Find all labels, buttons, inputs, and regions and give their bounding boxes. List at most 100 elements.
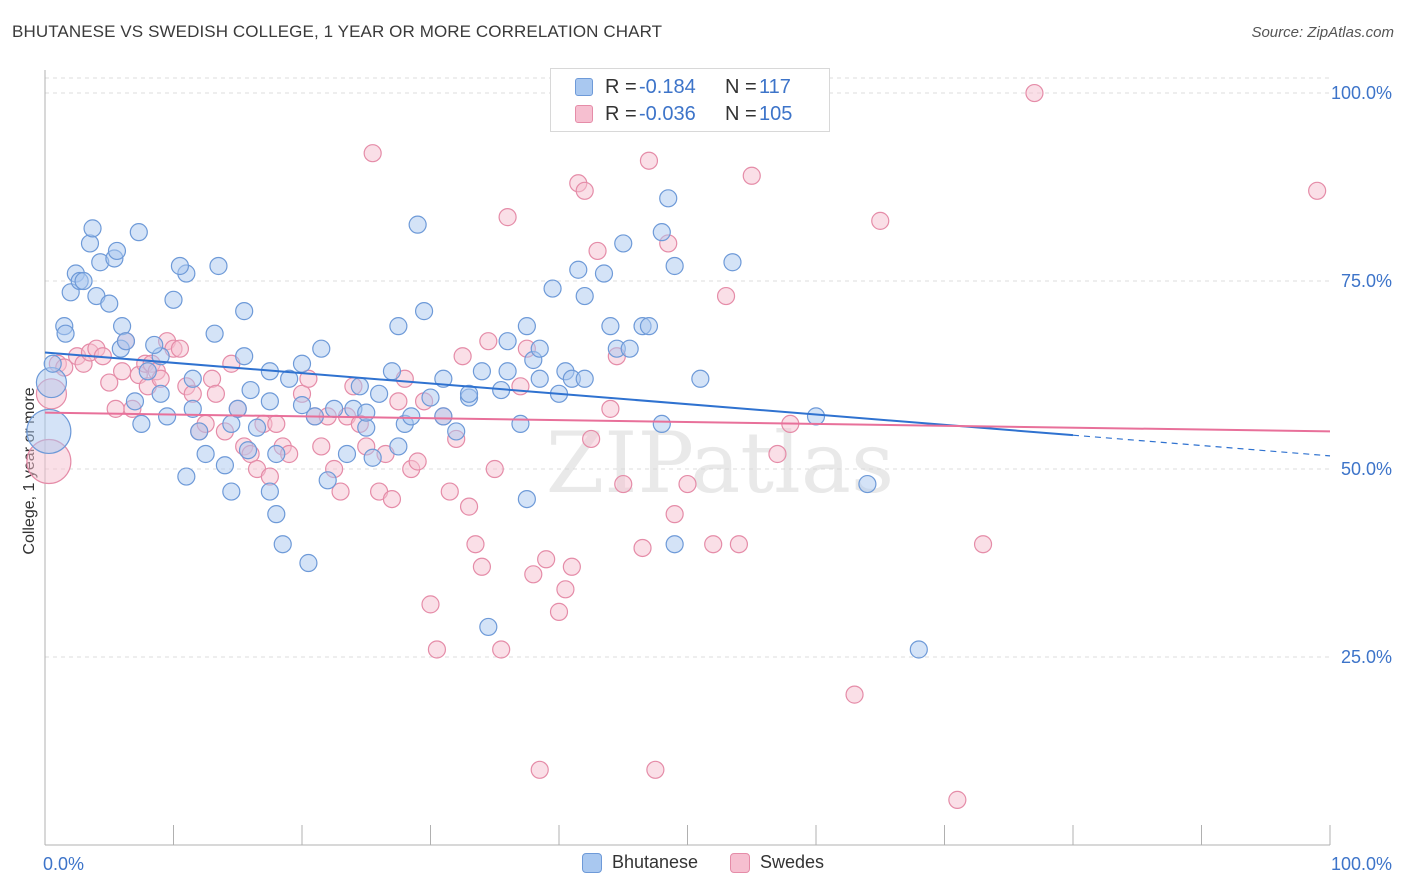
bhutanese-point	[241, 380, 260, 400]
bhutanese-point	[215, 456, 234, 475]
swedes-point	[575, 181, 594, 200]
bhutanese-point	[337, 444, 357, 464]
bhutanese-point	[498, 362, 517, 381]
bhutanese-point	[267, 444, 286, 464]
bhutanese-trend-extension	[1072, 434, 1331, 457]
bhutanese-point	[665, 256, 684, 276]
legend-item-bhutanese[interactable]: Bhutanese	[581, 852, 699, 873]
bhutanese-point	[299, 553, 318, 573]
swedes-point	[206, 384, 226, 403]
swedes-point	[363, 144, 382, 163]
swedes-point	[633, 538, 652, 558]
swedes-point	[492, 640, 511, 659]
legend-label: Swedes	[760, 852, 825, 872]
bhutanese-point	[723, 253, 742, 272]
bhutanese-point	[107, 241, 127, 261]
bhutanese-point	[389, 437, 408, 456]
swedes-point	[646, 760, 665, 779]
bhutanese-point	[530, 369, 549, 388]
bhutanese-point	[370, 384, 389, 403]
n-value: 105	[759, 102, 793, 125]
n-label: N =	[725, 75, 757, 98]
swedes-point	[614, 474, 633, 494]
r-value: -0.184	[639, 75, 696, 98]
legend-row-swedes: R = -0.036 N = 105	[575, 102, 792, 126]
bhutanese-point	[652, 414, 671, 434]
tick-labels: 25.0% 50.0% 75.0% 100.0% 0.0% 100.0%	[43, 83, 1392, 874]
bhutanese-point	[459, 384, 479, 403]
swedes-point	[562, 557, 581, 576]
bhutanese-point	[238, 441, 258, 460]
n-value: 117	[759, 75, 791, 98]
bhutanese-point	[575, 369, 594, 388]
bhutanese-point	[196, 444, 215, 464]
swedes-point	[601, 399, 620, 418]
r-label: R =	[605, 102, 637, 125]
bhutanese-point	[205, 324, 224, 343]
bhutanese-point	[222, 482, 241, 501]
legend-label: Bhutanese	[611, 852, 699, 872]
swedes-point	[112, 362, 132, 381]
series-legend: Bhutanese Swedes	[0, 852, 1406, 873]
bhutanese-point	[806, 407, 826, 426]
bhutanese-point	[209, 256, 228, 276]
swedes-point	[948, 790, 967, 809]
bhutanese-point	[235, 347, 254, 366]
bhutanese-point	[517, 489, 536, 509]
swedes-point	[582, 429, 601, 449]
bhutanese-swatch	[581, 852, 602, 873]
swedes-point	[106, 399, 125, 418]
swedes-point	[459, 497, 479, 516]
swedes-point	[678, 474, 697, 494]
swedes-point	[639, 151, 659, 170]
correlation-legend: R = -0.184 N = 117 R = -0.036 N = 105	[550, 68, 830, 132]
swedes-swatch	[575, 105, 593, 123]
bhutanese-point	[151, 384, 170, 403]
swedes-point	[408, 452, 427, 471]
chart-title: BHUTANESE VS SWEDISH COLLEGE, 1 YEAR OR …	[12, 22, 663, 41]
bhutanese-point	[170, 256, 190, 276]
x-tick-label: 0.0%	[43, 854, 84, 874]
bhutanese-point	[639, 317, 659, 336]
bhutanese-point	[177, 467, 196, 486]
swedes-point	[845, 685, 864, 704]
trend-lines	[44, 351, 1331, 457]
swedes-point	[716, 286, 736, 306]
bhutanese-point	[363, 448, 382, 467]
bhutanese-point	[129, 223, 148, 242]
swedes-point	[421, 595, 440, 614]
bhutanese-point	[691, 369, 710, 388]
swedes-point	[267, 414, 286, 434]
bhutanese-point	[125, 392, 145, 411]
bhutanese-point	[273, 535, 292, 554]
bhutanese-point	[652, 223, 671, 242]
bhutanese-point	[402, 407, 421, 426]
swedes-point	[556, 580, 575, 599]
bhutanese-point	[530, 339, 549, 358]
bhutanese-point	[157, 407, 177, 426]
bhutanese-point	[267, 505, 286, 524]
bhutanese-point	[620, 339, 639, 358]
bhutanese-point	[83, 219, 102, 238]
swedes-point	[524, 565, 543, 584]
y-tick-label: 50.0%	[1341, 459, 1392, 479]
bhutanese-point	[479, 617, 498, 637]
y-tick-label: 100.0%	[1331, 83, 1392, 103]
r-label: R =	[605, 75, 637, 98]
bhutanese-point	[511, 414, 530, 434]
bhutanese-point	[292, 396, 312, 415]
swedes-point	[170, 339, 190, 358]
swedes-point	[549, 602, 569, 621]
chart-source: Source: ZipAtlas.com	[1251, 24, 1394, 41]
swedes-point	[485, 459, 504, 479]
bhutanese-point	[408, 215, 427, 234]
swedes-point	[472, 557, 491, 576]
bhutanese-point	[543, 279, 562, 298]
bhutanese-point	[43, 354, 62, 373]
swedes-point	[973, 535, 993, 554]
legend-item-swedes[interactable]: Swedes	[730, 852, 824, 873]
bhutanese-point	[247, 418, 267, 437]
r-value: -0.036	[639, 102, 696, 125]
bhutanese-point	[100, 294, 119, 313]
